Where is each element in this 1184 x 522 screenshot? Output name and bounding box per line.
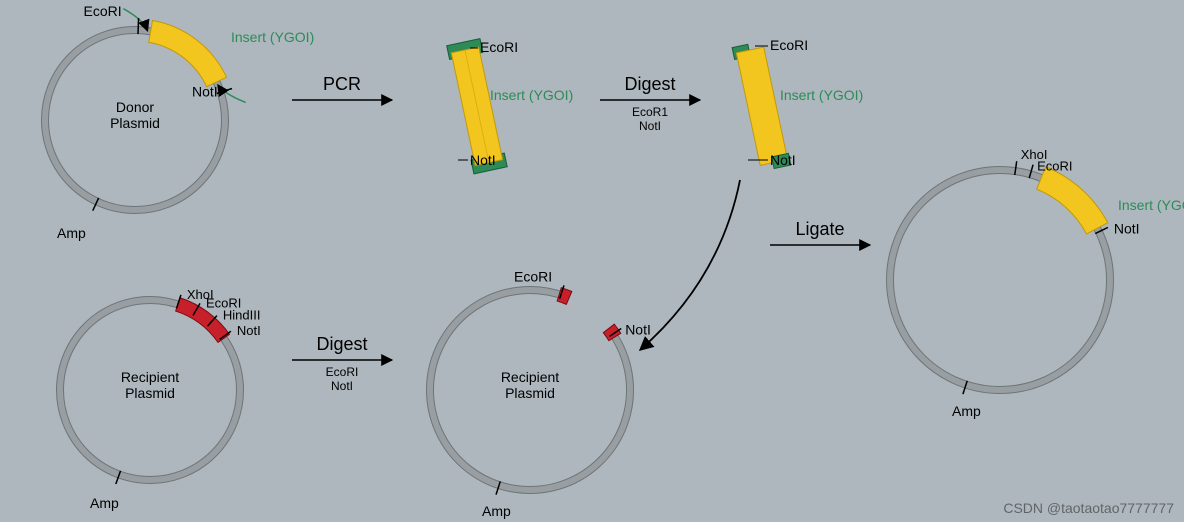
amp-label: Amp [482,503,511,519]
amp-label: Amp [57,225,86,241]
arc [557,288,572,305]
site-label: NotI [237,323,261,338]
notI-label: NotI [770,152,796,168]
site-label: HindIII [223,308,261,323]
insert-label: Insert (YGOI) [780,87,863,103]
step-label: Digest [316,334,367,354]
notI-label: NotI [470,152,496,168]
notI-label: NotI [192,83,218,99]
ecoRI-label: EcoRI [770,37,808,53]
amp-label: Amp [952,403,981,419]
arc [1037,167,1108,234]
watermark: CSDN @taotaotao7777777 [1003,500,1174,516]
insert-label: Insert (YGOI) [1118,197,1184,213]
step-sub: EcoR1NotI [632,105,668,133]
cloning-diagram: EcoRINotIAmpDonorPlasmidInsert (YGOI)PCR… [0,0,1184,522]
step-label: PCR [323,74,361,94]
step-label: Ligate [795,219,844,239]
arc [149,21,227,87]
curved-arrow [640,180,740,350]
insert-label: Insert (YGOI) [231,29,314,45]
plasmid-label: RecipientPlasmid [501,369,559,401]
plasmid-label: DonorPlasmid [110,99,160,131]
step-sub: EcoRINotI [326,365,359,393]
ecoRI-label: EcoRI [84,3,122,19]
notI-label: NotI [1114,220,1140,236]
step-label: Digest [624,74,675,94]
insert-label: Insert (YGOI) [490,87,573,103]
plasmid-label: RecipientPlasmid [121,369,179,401]
ecoRI-label: EcoRI [514,268,552,284]
amp-label: Amp [90,495,119,511]
notI-label: NotI [625,321,651,337]
site-label: EcoRI [1037,159,1072,174]
ecoRI-label: EcoRI [480,39,518,55]
